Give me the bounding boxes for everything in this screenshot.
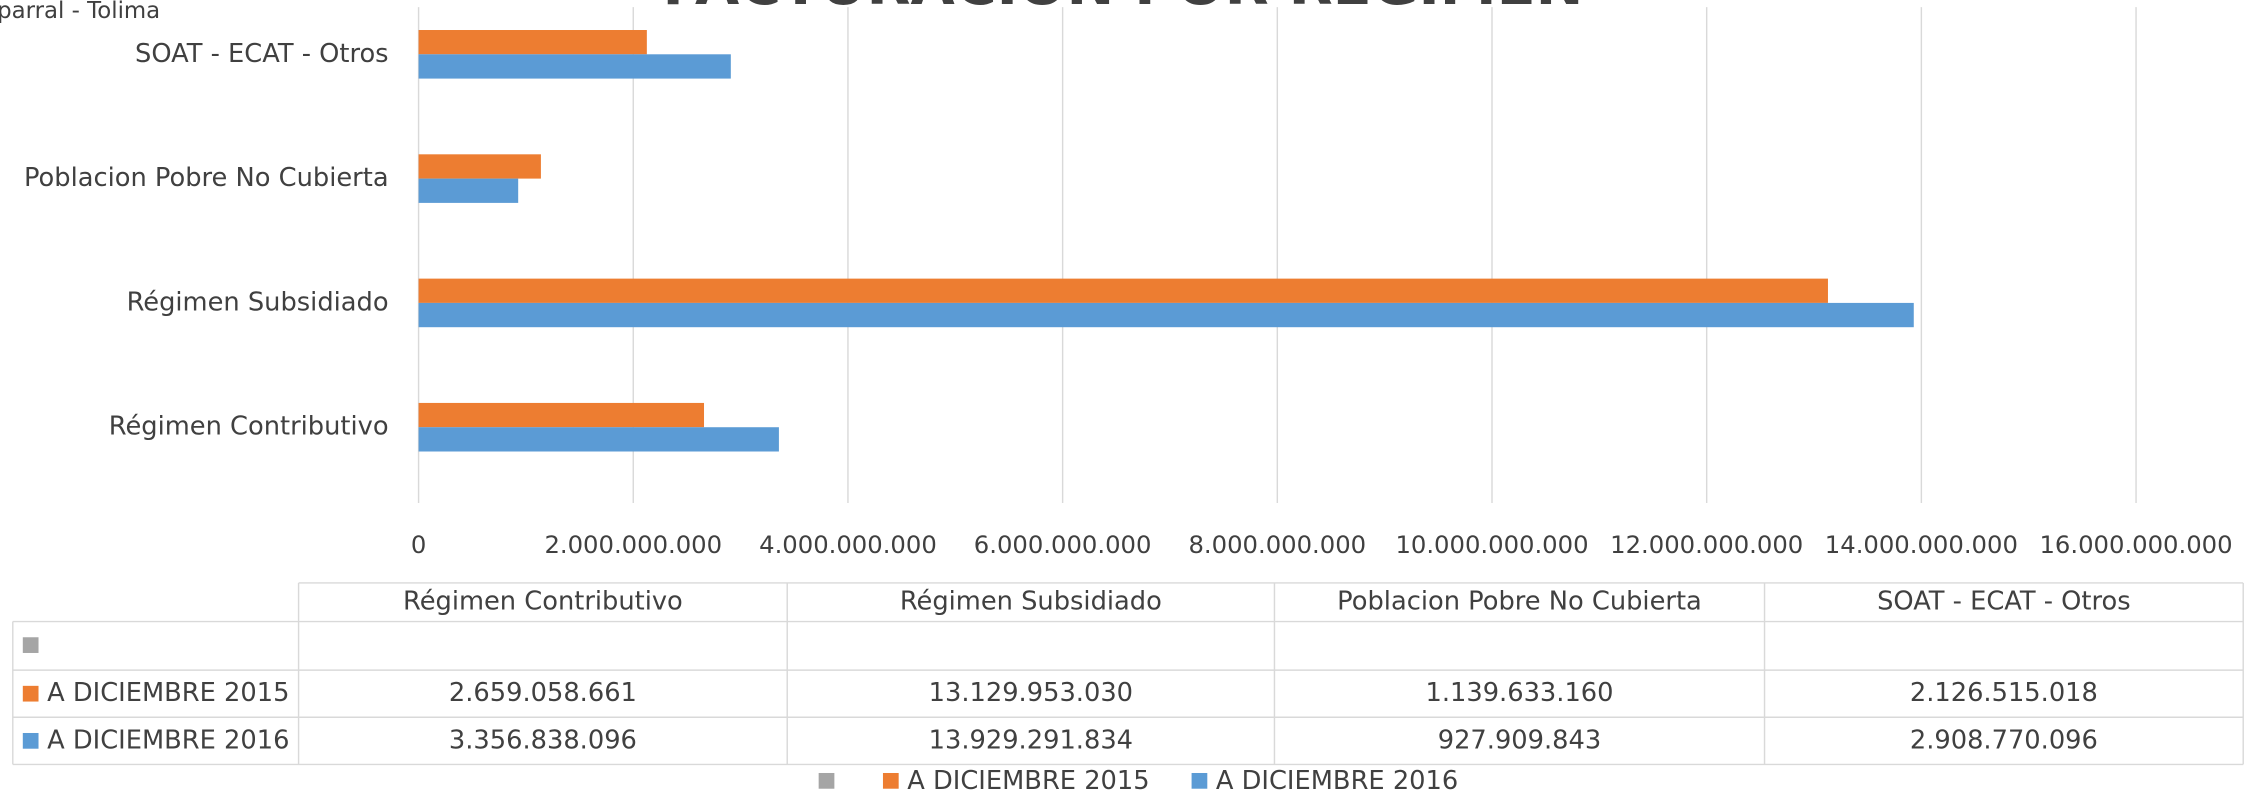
legend-marker: [882, 772, 899, 789]
table-cell: 13.129.953.030: [929, 678, 1133, 708]
table-row-label: A DICIEMBRE 2015: [47, 678, 289, 708]
bar: [418, 302, 1914, 328]
legend-label: A DICIEMBRE 2016: [1216, 766, 1458, 793]
bar: [418, 278, 1828, 303]
table-header: Régimen Contributivo: [403, 587, 683, 617]
table-cell: 2.659.058.661: [449, 678, 637, 708]
chart-subtitle: parral - Tolima: [0, 0, 160, 24]
table-header: Poblacion Pobre No Cubierta: [1337, 587, 1702, 617]
y-tick-label: SOAT - ECAT - Otros: [135, 39, 389, 69]
x-tick-label: 8.000.000.000: [1188, 530, 1366, 559]
x-tick-label: 16.000.000.000: [2039, 530, 2232, 559]
bar: [418, 30, 647, 55]
table-cell: 13.929.291.834: [929, 725, 1133, 755]
x-tick-label: 10.000.000.000: [1395, 530, 1588, 559]
table-cell: 927.909.843: [1438, 725, 1602, 755]
legend-label: A DICIEMBRE 2015: [907, 766, 1149, 793]
table-row-marker: [22, 685, 39, 702]
bar: [418, 402, 705, 428]
bar: [418, 178, 519, 203]
table-cell: 1.139.633.160: [1425, 678, 1613, 708]
y-tick-label: Poblacion Pobre No Cubierta: [24, 163, 389, 193]
table-header: SOAT - ECAT - Otros: [1877, 587, 2131, 617]
table-cell: 3.356.838.096: [449, 725, 637, 755]
table-row-marker: [22, 732, 39, 749]
y-tick-label: Régimen Subsidiado: [127, 287, 389, 317]
x-tick-label: 14.000.000.000: [1825, 530, 2018, 559]
bar: [418, 427, 779, 452]
empty-legend-marker: [818, 772, 835, 789]
legend-marker: [1191, 772, 1208, 789]
x-tick-label: 4.000.000.000: [759, 530, 937, 559]
x-tick-label: 0: [411, 530, 426, 559]
x-tick-label: 12.000.000.000: [1610, 530, 1803, 559]
x-tick-label: 2.000.000.000: [544, 530, 722, 559]
bar: [418, 154, 541, 179]
table-cell: 2.126.515.018: [1910, 678, 2098, 708]
x-tick-label: 6.000.000.000: [974, 530, 1152, 559]
chart-title: FACTURACION POR REGIMEN: [663, 0, 1584, 18]
table-row-label: A DICIEMBRE 2016: [47, 725, 289, 755]
table-cell: 2.908.770.096: [1910, 725, 2098, 755]
bar: [418, 54, 731, 79]
table-header: Régimen Subsidiado: [900, 587, 1162, 617]
y-tick-label: Régimen Contributivo: [109, 412, 389, 442]
empty-row-marker: [22, 637, 39, 653]
